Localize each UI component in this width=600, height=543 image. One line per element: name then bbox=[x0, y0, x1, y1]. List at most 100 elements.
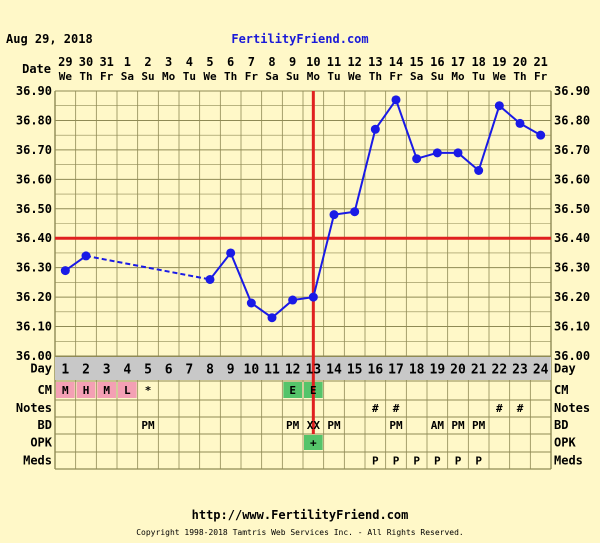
weekday-label: Mo bbox=[307, 70, 321, 83]
y-tick-right: 36.70 bbox=[554, 143, 590, 157]
date-label: 18 bbox=[471, 55, 485, 69]
temperature-point bbox=[288, 295, 298, 305]
temperature-point bbox=[474, 166, 484, 175]
day-number: 12 bbox=[285, 363, 301, 378]
temperature-series bbox=[60, 95, 546, 323]
cm-mark: * bbox=[145, 384, 152, 397]
temperature-point bbox=[391, 95, 401, 105]
day-number: 2 bbox=[82, 363, 90, 378]
cm-mark: M bbox=[62, 384, 69, 397]
y-tick-left: 36.80 bbox=[16, 113, 52, 127]
row-label-cm-right: CM bbox=[554, 383, 568, 397]
weekday-label: Sa bbox=[410, 70, 423, 83]
y-tick-right: 36.10 bbox=[554, 320, 590, 334]
series-segment bbox=[229, 252, 253, 304]
row-label-bd-right: BD bbox=[554, 418, 568, 432]
day-number: 10 bbox=[244, 363, 260, 378]
row-label-notes-right: Notes bbox=[554, 401, 590, 415]
date-label: 7 bbox=[248, 55, 255, 69]
day-number: 11 bbox=[264, 363, 280, 378]
y-tick-left: 36.90 bbox=[16, 84, 52, 98]
weekday-label: Su bbox=[286, 70, 299, 83]
temperature-point bbox=[412, 154, 422, 164]
weekday-label: Th bbox=[224, 70, 237, 83]
bd-mark: AM bbox=[431, 419, 445, 432]
site-link[interactable]: FertilityFriend.com bbox=[231, 32, 368, 46]
day-number: 18 bbox=[409, 363, 425, 378]
y-tick-left: 36.00 bbox=[16, 349, 52, 363]
date-label: 4 bbox=[186, 55, 193, 69]
weekday-label: Th bbox=[79, 70, 92, 83]
date-label: 5 bbox=[206, 55, 213, 69]
cm-cell-fill bbox=[283, 382, 302, 398]
row-label-day-right: Day bbox=[554, 362, 576, 376]
temperature-point bbox=[308, 292, 318, 302]
y-tick-left: 36.40 bbox=[16, 231, 52, 245]
row-label-opk-left: OPK bbox=[30, 436, 52, 450]
weekday-label: Mo bbox=[162, 70, 176, 83]
weekday-label: Tu bbox=[327, 70, 340, 83]
weekday-label: We bbox=[59, 70, 73, 83]
series-segment bbox=[498, 104, 521, 125]
temperature-point bbox=[81, 251, 91, 261]
cm-mark: E bbox=[289, 384, 296, 397]
bd-mark: PM bbox=[327, 419, 341, 432]
row-label-meds-left: Meds bbox=[23, 454, 52, 468]
date-label: 31 bbox=[99, 55, 113, 69]
day-number: 20 bbox=[450, 363, 466, 378]
temperature-point bbox=[494, 101, 504, 111]
y-tick-right: 36.90 bbox=[554, 84, 590, 98]
date-label: 11 bbox=[327, 55, 341, 69]
row-label-meds-right: Meds bbox=[554, 454, 583, 468]
weekday-label: Sa bbox=[121, 70, 134, 83]
day-number: 13 bbox=[306, 363, 322, 378]
date-label: 15 bbox=[409, 55, 423, 69]
y-tick-right: 36.20 bbox=[554, 290, 590, 304]
cm-cell-fill bbox=[76, 382, 96, 398]
day-number: 23 bbox=[512, 363, 528, 378]
day-number: 3 bbox=[103, 363, 111, 378]
series-segment bbox=[353, 129, 377, 212]
day-number: 24 bbox=[533, 363, 549, 378]
y-tick-right: 36.50 bbox=[554, 202, 590, 216]
cm-mark: E bbox=[310, 384, 317, 397]
weekday-label: Sa bbox=[265, 70, 278, 83]
date-label: 10 bbox=[306, 55, 320, 69]
bd-mark: XX bbox=[307, 419, 321, 432]
bd-mark: PM bbox=[389, 419, 403, 432]
y-tick-left: 36.70 bbox=[16, 143, 52, 157]
footer-url[interactable]: http://www.FertilityFriend.com bbox=[192, 508, 409, 522]
weekday-label: We bbox=[203, 70, 217, 83]
date-label: 2 bbox=[144, 55, 151, 69]
row-label-opk-right: OPK bbox=[554, 436, 576, 450]
meds-mark: P bbox=[413, 455, 420, 468]
temperature-point bbox=[246, 298, 256, 308]
series-segment bbox=[457, 152, 480, 172]
opk-cell-fill bbox=[304, 435, 323, 450]
day-number: 22 bbox=[492, 363, 508, 378]
bd-mark: PM bbox=[472, 419, 486, 432]
day-number: 14 bbox=[326, 363, 342, 378]
weekday-label: Su bbox=[141, 70, 154, 83]
day-number: 8 bbox=[206, 363, 214, 378]
cm-cell-fill bbox=[97, 382, 116, 398]
weekday-label: Su bbox=[431, 70, 444, 83]
date-label: 16 bbox=[430, 55, 444, 69]
row-label-bd-left: BD bbox=[38, 418, 52, 432]
temperature-point bbox=[267, 313, 277, 323]
series-segment bbox=[477, 105, 501, 171]
day-row-background bbox=[55, 357, 551, 380]
day-number: 15 bbox=[347, 363, 363, 378]
day-number: 7 bbox=[185, 363, 193, 378]
meds-mark: P bbox=[393, 455, 400, 468]
y-tick-right: 36.40 bbox=[554, 231, 590, 245]
y-tick-left: 36.50 bbox=[16, 202, 52, 216]
weekday-label: Mo bbox=[451, 70, 465, 83]
temperature-point bbox=[370, 124, 380, 134]
date-label: 21 bbox=[533, 55, 547, 69]
notes-mark: # bbox=[393, 402, 400, 415]
bd-mark: PM bbox=[141, 419, 155, 432]
date-label: 17 bbox=[451, 55, 465, 69]
notes-mark: # bbox=[496, 402, 503, 415]
reference-lines bbox=[55, 91, 551, 434]
